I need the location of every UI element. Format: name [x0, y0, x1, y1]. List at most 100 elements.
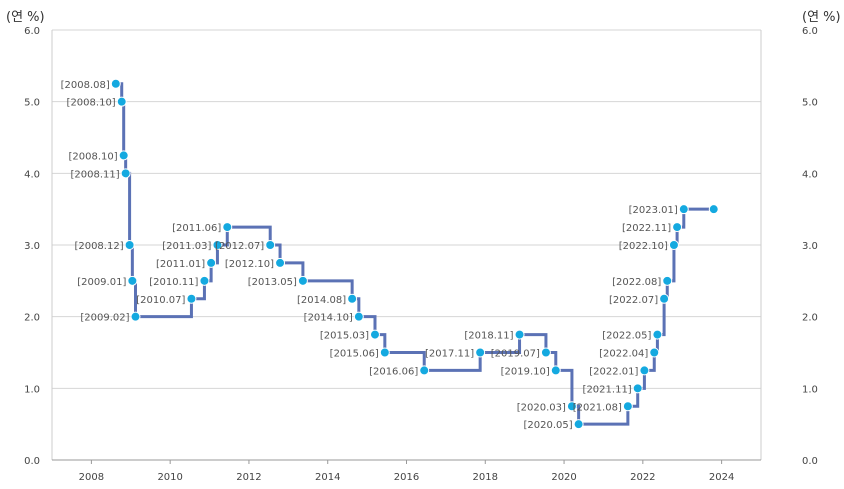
- x-tick-label: 2022: [630, 472, 655, 483]
- y-tick-label-right: 0.0: [802, 456, 818, 467]
- rate-point: [550, 365, 561, 376]
- rate-point: [540, 347, 551, 358]
- y-tick-label-left: 2.0: [24, 313, 40, 324]
- point-label: [2008.12]: [74, 241, 123, 252]
- point-labels: [2008.08] [2008.10] [2008.10] [2008.11] [200…: [61, 80, 678, 431]
- rate-point: [275, 257, 286, 268]
- rate-point: [297, 275, 308, 286]
- point-label: [2022.07]: [609, 295, 658, 306]
- x-tick-label: 2008: [79, 472, 104, 483]
- point-label: [2022.01]: [589, 366, 638, 377]
- point-label: [2013.05]: [248, 277, 297, 288]
- point-label: [2010.07]: [136, 295, 185, 306]
- y-tick-label-left: 1.0: [24, 384, 40, 395]
- x-tick-label: 2020: [551, 472, 576, 483]
- point-label: [2008.08]: [61, 80, 110, 91]
- rate-point: [639, 365, 650, 376]
- point-label: [2021.11]: [583, 384, 632, 395]
- point-label: [2019.07]: [491, 349, 540, 360]
- rate-point: [120, 168, 131, 179]
- rate-point: [708, 204, 719, 215]
- y-tick-label-right: 5.0: [802, 98, 818, 109]
- rate-series: [110, 78, 719, 430]
- point-label: [2020.05]: [523, 420, 572, 431]
- y-tick-label-left: 5.0: [24, 98, 40, 109]
- point-label: [2022.11]: [622, 223, 671, 234]
- point-label: [2015.03]: [320, 331, 369, 342]
- y-tick-label-right: 6.0: [802, 26, 818, 37]
- point-label: [2012.07]: [215, 241, 264, 252]
- point-label: [2011.03]: [162, 241, 211, 252]
- point-label: [2021.08]: [573, 402, 622, 413]
- point-label: [2022.08]: [612, 277, 661, 288]
- point-label: [2020.03]: [517, 402, 566, 413]
- point-label: [2012.10]: [225, 259, 274, 270]
- point-label: [2016.06]: [369, 366, 418, 377]
- rate-point: [678, 204, 689, 215]
- axes: [51, 30, 762, 464]
- rate-point: [662, 275, 673, 286]
- point-label: [2008.11]: [71, 169, 120, 180]
- rate-point: [573, 419, 584, 430]
- rate-point: [622, 401, 633, 412]
- rate-point: [347, 293, 358, 304]
- rate-point: [668, 240, 679, 250]
- point-label: [2009.02]: [80, 313, 129, 324]
- point-label: [2011.06]: [172, 223, 221, 234]
- rate-point: [222, 222, 233, 233]
- x-tick-label: 2016: [394, 472, 419, 483]
- point-label: [2008.10]: [67, 98, 116, 109]
- rate-point: [118, 150, 129, 161]
- rate-point: [199, 275, 210, 286]
- y-axis-unit-right: (연 %): [802, 10, 841, 25]
- rate-point: [419, 365, 430, 376]
- rate-point: [116, 96, 127, 107]
- y-tick-label-left: 4.0: [24, 169, 40, 180]
- rate-point: [566, 401, 577, 412]
- y-tick-label-left: 0.0: [24, 456, 40, 467]
- rate-point: [186, 293, 197, 304]
- rate-point: [124, 240, 135, 250]
- point-label: [2018.11]: [464, 331, 513, 342]
- y-tick-label-right: 1.0: [802, 384, 818, 395]
- point-label: [2015.06]: [330, 349, 379, 360]
- rate-point: [659, 293, 670, 304]
- x-tick-label: 2012: [236, 472, 261, 483]
- rate-point: [475, 347, 486, 358]
- rate-point: [130, 311, 141, 322]
- rate-point: [649, 347, 660, 358]
- tick-labels: 0.0 0.0 1.0 1.0 2.0 2.0 3.0 3.0 4.0 4.0 5.0 5.0 6.0 6…: [24, 26, 818, 483]
- y-axis-unit-left: (연 %): [6, 10, 45, 25]
- rate-point: [632, 383, 643, 394]
- rate-point: [379, 347, 390, 358]
- y-tick-label-left: 3.0: [24, 241, 40, 252]
- x-tick-label: 2014: [315, 472, 340, 483]
- point-label: [2017.11]: [425, 349, 474, 360]
- y-tick-label-right: 3.0: [802, 241, 818, 252]
- rate-point: [514, 329, 525, 340]
- point-label: [2014.10]: [304, 313, 353, 324]
- point-label: [2008.10]: [69, 151, 118, 162]
- point-label: [2022.04]: [599, 349, 648, 360]
- rate-point: [652, 329, 663, 340]
- y-tick-label-left: 6.0: [24, 26, 40, 37]
- point-label: [2022.10]: [619, 241, 668, 252]
- rate-point: [369, 329, 380, 340]
- point-label: [2010.11]: [149, 277, 198, 288]
- rate-point: [353, 311, 364, 322]
- rate-point: [265, 240, 276, 250]
- rate-point: [672, 222, 683, 233]
- y-tick-label-right: 4.0: [802, 169, 818, 180]
- x-tick-label: 2010: [157, 472, 182, 483]
- point-label: [2009.01]: [77, 277, 126, 288]
- y-tick-label-right: 2.0: [802, 313, 818, 324]
- rate-point: [212, 240, 223, 250]
- point-label: [2023.01]: [629, 205, 678, 216]
- point-label: [2014.08]: [297, 295, 346, 306]
- rate-point: [110, 78, 121, 89]
- rate-point: [206, 257, 217, 268]
- x-tick-label: 2024: [709, 472, 734, 483]
- rate-point: [127, 275, 138, 286]
- point-label: [2022.05]: [602, 331, 651, 342]
